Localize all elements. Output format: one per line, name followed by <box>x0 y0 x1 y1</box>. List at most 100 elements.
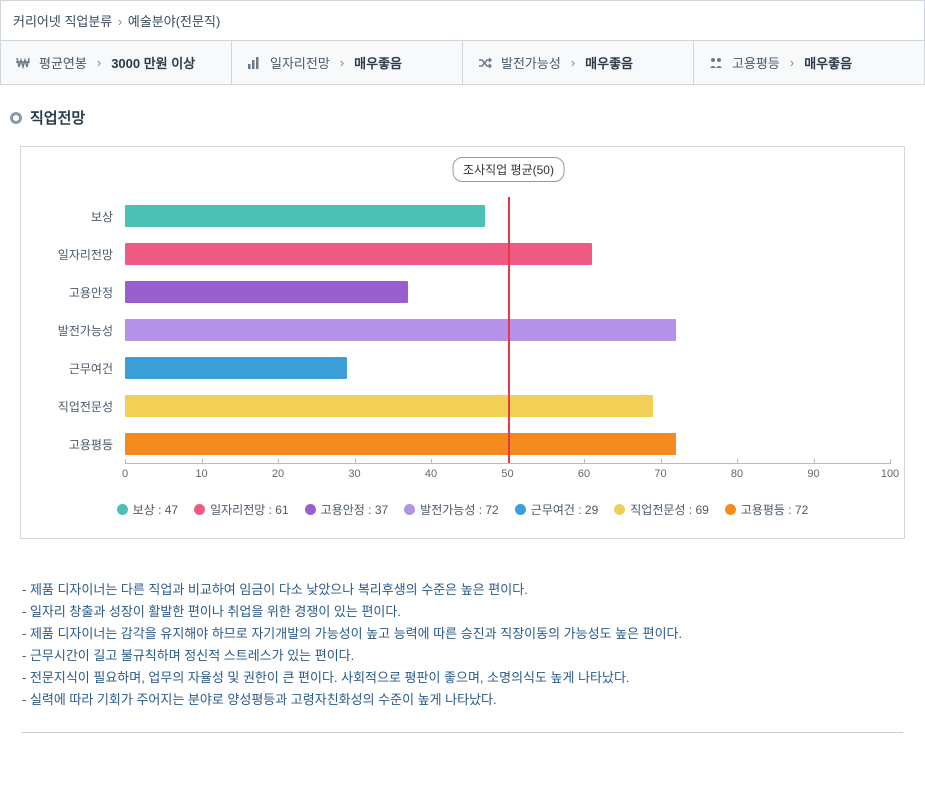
x-tick-mark <box>814 459 815 464</box>
legend-dot-icon <box>117 504 128 515</box>
legend-label: 보상 : 47 <box>133 501 178 518</box>
y-axis-label: 근무여건 <box>35 349 125 387</box>
legend-label: 발전가능성 : 72 <box>420 501 499 518</box>
x-tick-mark <box>431 459 432 464</box>
x-tick-mark <box>202 459 203 464</box>
x-tick-mark <box>584 459 585 464</box>
info-label: 평균연봉 <box>39 53 87 72</box>
bar <box>125 395 653 417</box>
section-title-text: 직업전망 <box>30 107 85 128</box>
legend-label: 고용평등 : 72 <box>741 501 809 518</box>
legend-item: 직업전문성 : 69 <box>614 501 709 518</box>
bullet-icon <box>10 112 22 124</box>
x-tick-label: 10 <box>195 468 207 480</box>
x-axis: 0102030405060708090100 <box>125 463 890 489</box>
y-axis-labels: 보상일자리전망고용안정발전가능성근무여건직업전문성고용평등 <box>35 197 125 463</box>
info-value: 매우좋음 <box>804 53 852 72</box>
bar <box>125 243 592 265</box>
info-label: 고용평등 <box>732 53 780 72</box>
legend-item: 고용안정 : 37 <box>305 501 389 518</box>
x-tick-label: 100 <box>881 468 899 480</box>
won-icon <box>15 55 31 71</box>
x-tick-label: 0 <box>122 468 128 480</box>
breadcrumb-leaf[interactable]: 예술분야(전문직) <box>128 14 220 29</box>
legend-item: 일자리전망 : 61 <box>194 501 289 518</box>
x-tick-mark <box>737 459 738 464</box>
legend-item: 발전가능성 : 72 <box>404 501 499 518</box>
description-item: - 실력에 따라 기회가 주어지는 분야로 양성평등과 고령자친화성의 수준이 … <box>22 689 903 711</box>
legend-dot-icon <box>404 504 415 515</box>
info-value: 3000 만원 이상 <box>111 53 195 72</box>
bar <box>125 281 408 303</box>
x-tick-mark <box>890 459 891 464</box>
info-label: 일자리전망 <box>270 53 330 72</box>
info-value: 매우좋음 <box>354 53 402 72</box>
info-equality: 고용평등 › 매우좋음 <box>694 41 924 84</box>
info-value: 매우좋음 <box>585 53 633 72</box>
legend-label: 일자리전망 : 61 <box>210 501 289 518</box>
y-axis-label: 일자리전망 <box>35 235 125 273</box>
description-item: - 제품 디자이너는 감각을 유지해야 하므로 자기개발의 가능성이 높고 능력… <box>22 623 903 645</box>
x-tick-mark <box>661 459 662 464</box>
info-row: 평균연봉 › 3000 만원 이상 일자리전망 › 매우좋음 발전가능성 › 매… <box>0 41 925 85</box>
x-tick-mark <box>125 459 126 464</box>
breadcrumb-root[interactable]: 커리어넷 직업분류 <box>13 14 112 29</box>
y-axis-label: 고용안정 <box>35 273 125 311</box>
chart-legend: 보상 : 47 일자리전망 : 61 고용안정 : 37 발전가능성 : 72 근무여건… <box>35 495 890 524</box>
info-growth: 발전가능성 › 매우좋음 <box>463 41 694 84</box>
chevron-right-icon: › <box>118 14 122 29</box>
bar <box>125 357 347 379</box>
chevron-right-icon: › <box>340 55 344 70</box>
chevron-right-icon: › <box>97 55 101 70</box>
section-title: 직업전망 <box>10 107 925 128</box>
y-axis-label: 고용평등 <box>35 425 125 463</box>
legend-dot-icon <box>614 504 625 515</box>
x-tick-label: 50 <box>501 468 513 480</box>
bar <box>125 319 676 341</box>
info-outlook: 일자리전망 › 매우좋음 <box>232 41 463 84</box>
legend-label: 근무여건 : 29 <box>531 501 599 518</box>
legend-label: 고용안정 : 37 <box>321 501 389 518</box>
description-item: - 제품 디자이너는 다른 직업과 비교하여 임금이 다소 낮았으나 복리후생의… <box>22 579 903 601</box>
x-tick-label: 70 <box>654 468 666 480</box>
legend-dot-icon <box>515 504 526 515</box>
y-axis-label: 보상 <box>35 197 125 235</box>
description-item: - 전문지식이 필요하며, 업무의 자율성 및 권한이 큰 편이다. 사회적으로… <box>22 667 903 689</box>
avg-label: 조사직업 평균(50) <box>452 157 565 182</box>
y-axis-label: 직업전문성 <box>35 387 125 425</box>
bar <box>125 205 485 227</box>
breadcrumb-bar: 커리어넷 직업분류 › 예술분야(전문직) <box>0 0 925 41</box>
chart-area: 보상일자리전망고용안정발전가능성근무여건직업전문성고용평등 <box>35 197 890 463</box>
chevron-right-icon: › <box>790 55 794 70</box>
x-tick-label: 20 <box>272 468 284 480</box>
avg-line <box>508 197 510 463</box>
legend-item: 보상 : 47 <box>117 501 178 518</box>
legend-label: 직업전문성 : 69 <box>630 501 709 518</box>
description-item: - 근무시간이 길고 불규칙하며 정신적 스트레스가 있는 편이다. <box>22 645 903 667</box>
info-label: 발전가능성 <box>501 53 561 72</box>
description-list: - 제품 디자이너는 다른 직업과 비교하여 임금이 다소 낮았으나 복리후생의… <box>22 579 903 733</box>
chevron-right-icon: › <box>571 55 575 70</box>
legend-dot-icon <box>725 504 736 515</box>
people-icon <box>708 55 724 71</box>
legend-item: 고용평등 : 72 <box>725 501 809 518</box>
x-tick-label: 80 <box>731 468 743 480</box>
bars-icon <box>246 55 262 71</box>
shuffle-icon <box>477 55 493 71</box>
bar <box>125 433 676 455</box>
breadcrumb: 커리어넷 직업분류 › 예술분야(전문직) <box>13 14 220 29</box>
chart-container: 조사직업 평균(50) 보상일자리전망고용안정발전가능성근무여건직업전문성고용평… <box>20 146 905 539</box>
bars-wrap <box>125 197 890 463</box>
x-tick-label: 90 <box>807 468 819 480</box>
legend-item: 근무여건 : 29 <box>515 501 599 518</box>
x-tick-label: 40 <box>425 468 437 480</box>
x-tick-mark <box>355 459 356 464</box>
info-salary: 평균연봉 › 3000 만원 이상 <box>1 41 232 84</box>
description-item: - 일자리 창출과 성장이 활발한 편이나 취업을 위한 경쟁이 있는 편이다. <box>22 601 903 623</box>
y-axis-label: 발전가능성 <box>35 311 125 349</box>
x-tick-mark <box>278 459 279 464</box>
legend-dot-icon <box>194 504 205 515</box>
legend-dot-icon <box>305 504 316 515</box>
x-tick-label: 30 <box>348 468 360 480</box>
x-tick-label: 60 <box>578 468 590 480</box>
